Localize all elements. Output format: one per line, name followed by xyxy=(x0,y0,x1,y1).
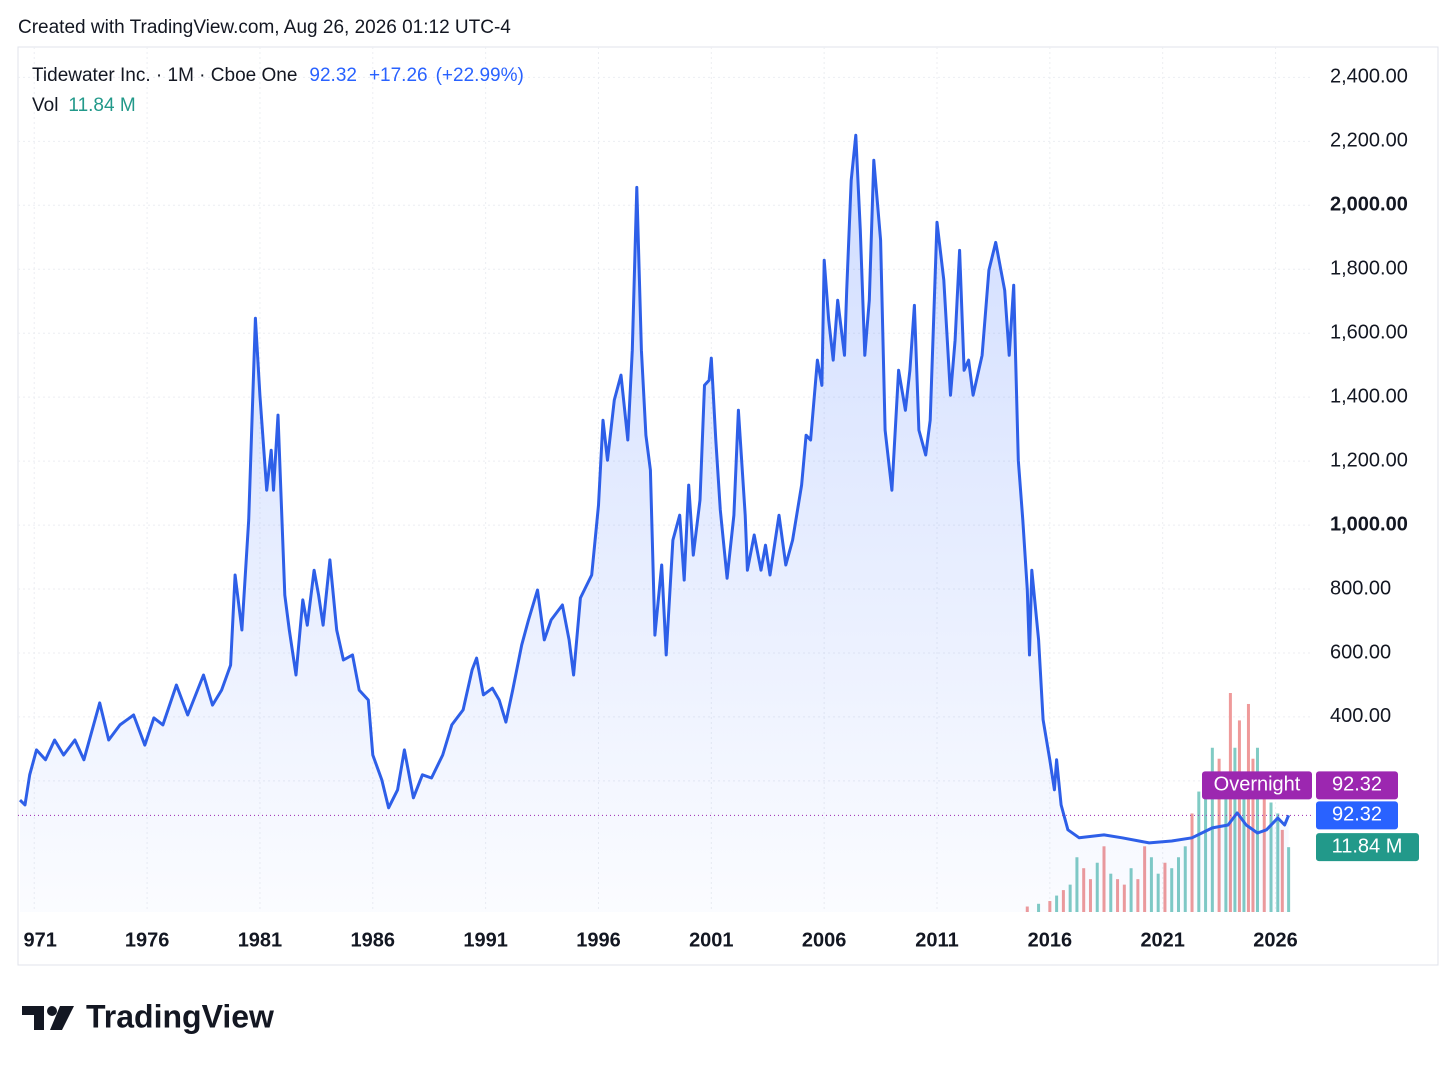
price-line xyxy=(18,133,1290,845)
y-tick-label: 2,000.00 xyxy=(1330,194,1408,216)
x-tick-label: 2011 xyxy=(915,929,958,951)
legend-symbol: Tidewater Inc. · 1M · Cboe One xyxy=(32,65,297,86)
overnight-price-badge xyxy=(1316,771,1398,800)
x-tick-label: 1996 xyxy=(576,929,621,951)
x-tick-label: 971 xyxy=(24,929,57,951)
y-tick-label: 800.00 xyxy=(1330,577,1391,599)
y-tick-label: 1,600.00 xyxy=(1330,321,1408,343)
area-fill xyxy=(20,135,1289,913)
y-tick-label: 1,200.00 xyxy=(1330,449,1408,471)
y-tick-label: 1,000.00 xyxy=(1330,513,1408,535)
volume-badge-label: 11.84 M xyxy=(1332,835,1403,857)
legend-change: +17.26 xyxy=(369,65,428,86)
y-tick-label: 600.00 xyxy=(1330,641,1391,663)
logo-mark xyxy=(47,1006,57,1016)
x-tick-label: 2006 xyxy=(802,929,847,951)
x-tick-label: 2026 xyxy=(1253,929,1298,951)
overnight-price: 92.32 xyxy=(1332,774,1382,796)
price-badge-label: 92.32 xyxy=(1332,804,1382,826)
legend-change-percent: (+22.99%) xyxy=(436,65,524,86)
footer-logo: TradingView xyxy=(22,998,274,1034)
legend-volume-title: Vol xyxy=(32,95,58,116)
x-tick-label: 1976 xyxy=(125,929,170,951)
y-tick-label: 1,400.00 xyxy=(1330,385,1408,407)
x-tick-label: 2001 xyxy=(689,929,734,951)
volume-bar xyxy=(1255,747,1259,912)
plot xyxy=(18,133,1313,913)
legend-price: 92.32 xyxy=(309,65,357,86)
volume-bar xyxy=(1228,693,1232,912)
volume-bar xyxy=(1287,847,1291,912)
y-tick-label: 2,200.00 xyxy=(1330,130,1408,152)
legend: Tidewater Inc. · 1M · Cboe One 92.32 +17… xyxy=(32,65,524,116)
volume-badge xyxy=(1316,833,1419,862)
volume-bar xyxy=(1246,703,1250,912)
legend-volume: 11.84 M xyxy=(68,95,135,116)
created-note: Created with TradingView.com, Aug 26, 20… xyxy=(18,17,511,38)
badges: Overnight 92.32 92.32 11.84 M xyxy=(1202,771,1419,862)
y-tick-label: 1,800.00 xyxy=(1330,258,1408,280)
x-tick-label: 1991 xyxy=(463,929,508,951)
logo-mark xyxy=(50,1006,74,1030)
logo-mark xyxy=(22,1006,44,1030)
overnight-label: Overnight xyxy=(1214,774,1301,796)
brand: TradingView xyxy=(86,998,274,1034)
y-tick-label: 400.00 xyxy=(1330,705,1391,727)
chart-frame xyxy=(17,46,1439,966)
overnight-badge xyxy=(1202,771,1312,800)
price-badge xyxy=(1316,801,1398,830)
x-tick-label: 1981 xyxy=(238,929,283,951)
x-tick-label: 1986 xyxy=(351,929,396,951)
x-tick-label: 2016 xyxy=(1028,929,1073,951)
x-tick-label: 2021 xyxy=(1140,929,1185,951)
y-tick-label: 2,400.00 xyxy=(1330,66,1408,88)
